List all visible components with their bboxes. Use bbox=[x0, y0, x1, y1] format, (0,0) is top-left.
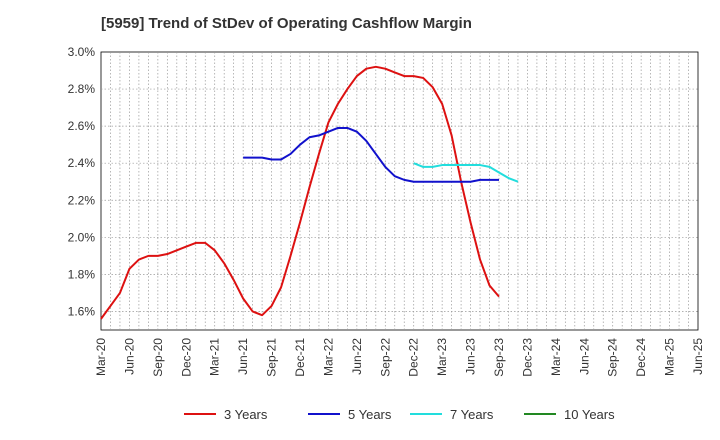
y-tick-label: 1.8% bbox=[68, 267, 96, 281]
legend-label: 5 Years bbox=[348, 407, 392, 422]
x-tick-label: Mar-22 bbox=[321, 338, 335, 376]
x-tick-label: Dec-21 bbox=[293, 338, 307, 377]
legend: 3 Years 5 Years 7 Years 10 Years bbox=[184, 407, 615, 422]
y-tick-label: 3.0% bbox=[68, 45, 96, 59]
x-tick-label: Sep-24 bbox=[606, 338, 620, 377]
x-tick-label: Dec-20 bbox=[179, 338, 193, 377]
x-tick-label: Jun-23 bbox=[464, 338, 478, 375]
x-tick-label: Mar-23 bbox=[435, 338, 449, 376]
x-tick-label: Mar-20 bbox=[94, 338, 108, 376]
x-tick-label: Mar-25 bbox=[663, 338, 677, 376]
series-line-5-years bbox=[243, 126, 499, 183]
x-axis-ticks: Mar-20 Jun-20 Sep-20 Dec-20 Mar-21 Jun-21 Sep-… bbox=[94, 338, 705, 377]
series-line-3-years bbox=[100, 65, 500, 320]
x-tick-label: Sep-22 bbox=[378, 338, 392, 377]
y-tick-label: 1.6% bbox=[68, 304, 96, 318]
y-tick-label: 2.2% bbox=[68, 193, 96, 207]
x-tick-label: Sep-23 bbox=[492, 338, 506, 377]
y-tick-label: 2.0% bbox=[68, 230, 96, 244]
x-tick-label: Jun-20 bbox=[122, 338, 136, 375]
legend-label: 10 Years bbox=[564, 407, 615, 422]
plot-area bbox=[100, 51, 699, 331]
x-tick-label: Mar-21 bbox=[208, 338, 222, 376]
y-tick-label: 2.4% bbox=[68, 156, 96, 170]
x-tick-label: Dec-23 bbox=[520, 338, 534, 377]
x-tick-label: Jun-24 bbox=[577, 338, 591, 375]
x-tick-label: Sep-21 bbox=[265, 338, 279, 377]
x-tick-label: Mar-24 bbox=[549, 338, 563, 376]
x-tick-label: Jun-21 bbox=[236, 338, 250, 375]
y-tick-label: 2.8% bbox=[68, 82, 96, 96]
x-tick-label: Dec-24 bbox=[634, 338, 648, 377]
legend-label: 7 Years bbox=[450, 407, 494, 422]
chart-title: [5959] Trend of StDev of Operating Cashf… bbox=[101, 15, 472, 32]
x-tick-label: Jun-22 bbox=[350, 338, 364, 375]
x-tick-label: Jun-25 bbox=[691, 338, 705, 375]
y-tick-label: 2.6% bbox=[68, 119, 96, 133]
x-tick-label: Sep-20 bbox=[151, 338, 165, 377]
x-tick-label: Dec-22 bbox=[407, 338, 421, 377]
y-axis-ticks: 1.6% 1.8% 2.0% 2.2% 2.4% 2.6% 2.8% 3.0% bbox=[68, 45, 96, 318]
series-lines bbox=[100, 65, 519, 320]
legend-label: 3 Years bbox=[224, 407, 268, 422]
grid bbox=[101, 52, 698, 330]
series-line-7-years bbox=[413, 162, 519, 183]
